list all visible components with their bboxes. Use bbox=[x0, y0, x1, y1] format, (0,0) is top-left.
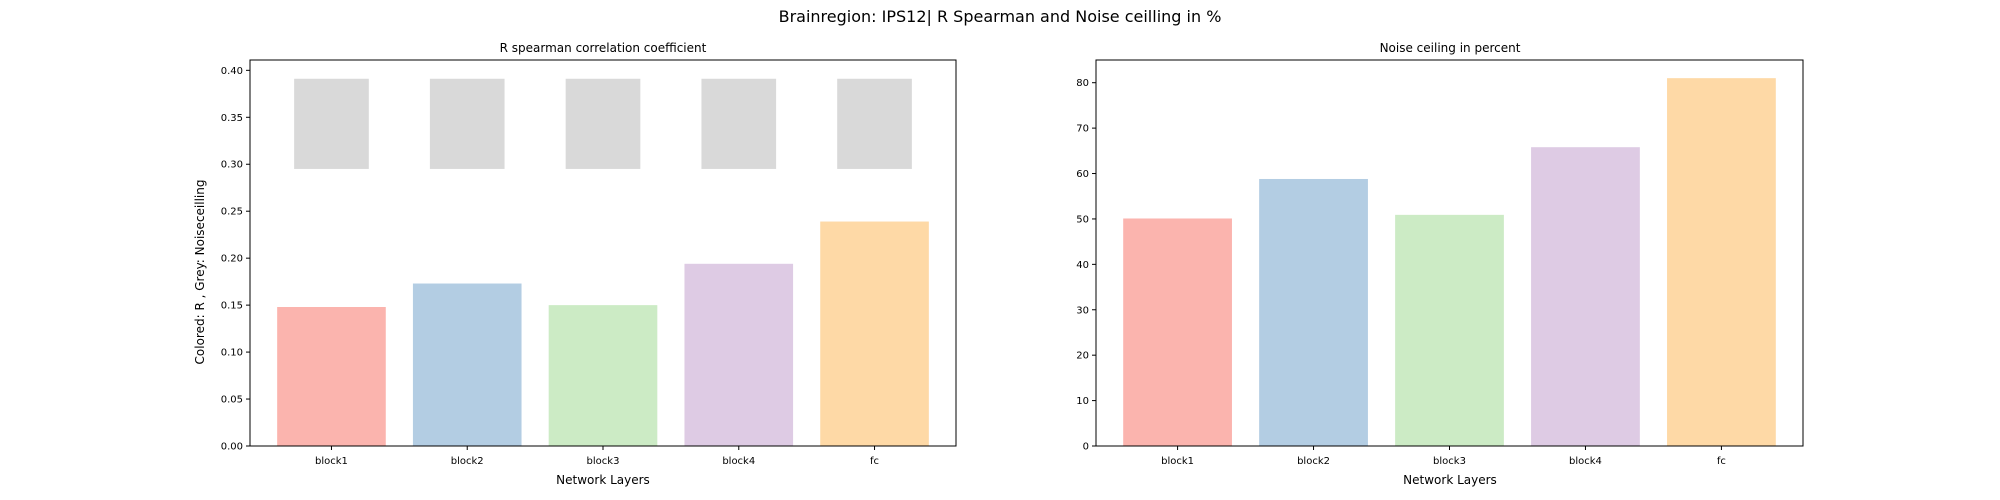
chart-right-bar-block1 bbox=[1123, 218, 1232, 446]
chart-left-ytick-label: 0.40 bbox=[221, 66, 243, 77]
chart-left-ytick-label: 0.00 bbox=[221, 442, 243, 453]
chart-left-ytick-label: 0.15 bbox=[221, 301, 243, 312]
chart-right-ytick-label: 30 bbox=[1076, 305, 1089, 316]
chart-left-ytick-label: 0.05 bbox=[221, 395, 243, 406]
chart-right-ytick-label: 20 bbox=[1076, 351, 1089, 362]
chart-left-bar-block1 bbox=[277, 307, 386, 446]
chart-left-bar-block2 bbox=[412, 283, 522, 446]
chart-left-ylabel: Colored: R , Grey: Noiseceilling bbox=[193, 180, 207, 365]
chart-left-xtick-label: block1 bbox=[315, 456, 348, 467]
chart-right-ytick-label: 80 bbox=[1076, 78, 1089, 89]
chart-right-title: Noise ceiling in percent bbox=[1380, 41, 1521, 55]
chart-right-xlabel: Network Layers bbox=[1403, 473, 1497, 487]
chart-right-xtick-label: block4 bbox=[1569, 456, 1602, 467]
chart-left-ytick-label: 0.10 bbox=[221, 348, 243, 359]
chart-right-bar-block2 bbox=[1259, 178, 1368, 446]
chart-right-ytick-label: 60 bbox=[1076, 169, 1089, 180]
chart-left-bar-block4 bbox=[684, 263, 794, 446]
chart-right-xtick-label: fc bbox=[1717, 456, 1726, 467]
chart-left-noise-ceiling-block3 bbox=[565, 78, 641, 169]
chart-right-bar-block4 bbox=[1531, 147, 1640, 446]
chart-right-xtick-label: block2 bbox=[1297, 456, 1330, 467]
chart-left-bar-block3 bbox=[548, 305, 658, 446]
chart-right-xtick-label: block1 bbox=[1161, 456, 1194, 467]
chart-right-ytick-label: 70 bbox=[1076, 124, 1089, 135]
chart-right-bar-fc bbox=[1667, 78, 1776, 446]
chart-left-xtick-label: block3 bbox=[587, 456, 620, 467]
chart-left: R spearman correlation coefficient 0.000… bbox=[193, 41, 957, 487]
chart-right-plot-area: 0 10 20 30 40 50 60 70 80 block1 block2 block3 block… bbox=[1076, 59, 1804, 467]
chart-right-bar-block3 bbox=[1395, 214, 1504, 446]
chart-left-xlabel: Network Layers bbox=[556, 473, 650, 487]
chart-left-xtick-label: block2 bbox=[451, 456, 484, 467]
chart-right-ytick-label: 50 bbox=[1076, 214, 1089, 225]
chart-right-ytick-label: 40 bbox=[1076, 260, 1089, 271]
chart-left-ytick-label: 0.25 bbox=[221, 207, 243, 218]
chart-right-xtick-label: block3 bbox=[1433, 456, 1466, 467]
chart-left-noise-ceiling-block2 bbox=[429, 78, 505, 169]
chart-left-ytick-label: 0.30 bbox=[221, 160, 243, 171]
chart-left-ytick-label: 0.20 bbox=[221, 254, 243, 265]
figure-suptitle: Brainregion: IPS12| R Spearman and Noise… bbox=[779, 7, 1222, 26]
chart-left-bar-fc bbox=[820, 221, 929, 446]
chart-left-noise-ceiling-block1 bbox=[294, 78, 369, 169]
chart-left-xtick-label: block4 bbox=[722, 456, 755, 467]
chart-left-noise-ceiling-fc bbox=[837, 78, 912, 169]
chart-right-ytick-label: 0 bbox=[1083, 442, 1089, 453]
chart-left-plot-area: 0.00 0.05 0.10 0.15 0.20 0.25 0.30 0.35 0.40 bloc… bbox=[221, 59, 957, 467]
chart-left-xtick-label: fc bbox=[870, 456, 879, 467]
chart-left-title: R spearman correlation coefficient bbox=[500, 41, 707, 55]
chart-right: Noise ceiling in percent 0 10 20 30 40 50 60 70… bbox=[1076, 41, 1804, 487]
chart-left-noise-ceiling-block4 bbox=[701, 78, 777, 169]
chart-right-ytick-label: 10 bbox=[1076, 396, 1089, 407]
chart-left-ytick-label: 0.35 bbox=[221, 113, 243, 124]
